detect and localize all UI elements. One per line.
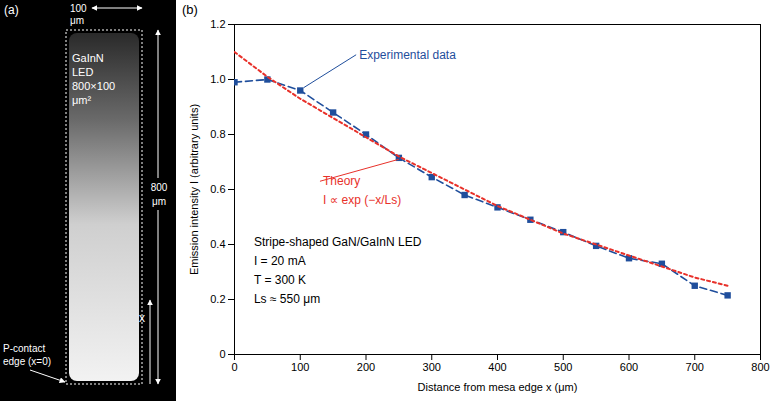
svg-text:0.6: 0.6 [210, 183, 225, 195]
svg-text:500: 500 [554, 361, 572, 373]
svg-text:GaInN: GaInN [72, 52, 104, 64]
svg-text:1.0: 1.0 [210, 73, 225, 85]
svg-text:0: 0 [231, 361, 237, 373]
svg-text:1.2: 1.2 [210, 18, 225, 30]
svg-text:0.8: 0.8 [210, 128, 225, 140]
svg-text:edge (x=0): edge (x=0) [3, 356, 51, 367]
svg-text:800: 800 [151, 182, 168, 193]
svg-text:Stripe-shaped GaN/GaInN LED: Stripe-shaped GaN/GaInN LED [254, 235, 422, 249]
svg-text:I = 20 mA: I = 20 mA [254, 254, 306, 268]
svg-text:Experimental data: Experimental data [359, 48, 456, 62]
svg-text:700: 700 [686, 361, 704, 373]
svg-text:400: 400 [488, 361, 506, 373]
svg-text:300: 300 [423, 361, 441, 373]
svg-text:600: 600 [620, 361, 638, 373]
svg-text:I ∝ exp (−x/Ls): I ∝ exp (−x/Ls) [323, 193, 401, 207]
svg-text:x: x [139, 311, 145, 325]
html-text:(b): (b) [182, 2, 198, 17]
svg-text:0: 0 [219, 348, 225, 360]
svg-text:μm²: μm² [72, 94, 92, 106]
svg-text:P-contact: P-contact [3, 343, 45, 354]
svg-text:200: 200 [357, 361, 375, 373]
svg-text:0.4: 0.4 [210, 238, 225, 250]
svg-text:100: 100 [70, 3, 87, 14]
svg-text:Emission intensity I (arbitrar: Emission intensity I (arbitrary units) [188, 104, 200, 275]
svg-text:Ls ≈ 550 μm: Ls ≈ 550 μm [254, 292, 320, 306]
svg-text:800: 800 [751, 361, 769, 373]
svg-text:(a): (a) [4, 3, 19, 17]
svg-text:Theory: Theory [323, 174, 360, 188]
svg-text:0.2: 0.2 [210, 293, 225, 305]
svg-text:100: 100 [291, 361, 309, 373]
svg-text:μm: μm [70, 15, 84, 26]
svg-text:T = 300 K: T = 300 K [254, 273, 306, 287]
svg-text:μm: μm [152, 196, 166, 207]
svg-text:LED: LED [72, 66, 93, 78]
svg-text:Distance from mesa edge x (μm): Distance from mesa edge x (μm) [418, 381, 578, 393]
svg-text:800×100: 800×100 [72, 80, 115, 92]
